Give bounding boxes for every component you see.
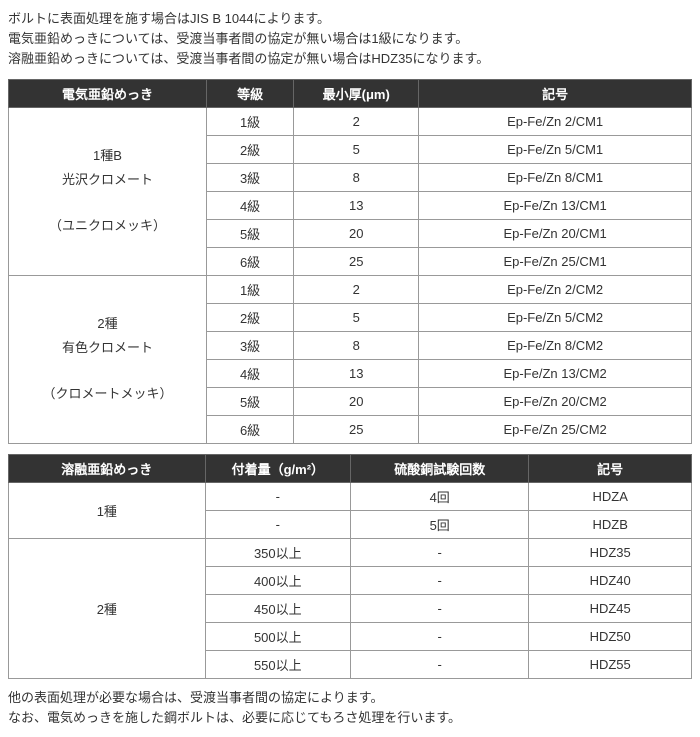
table-header-row: 溶融亜鉛めっき 付着量（g/m²） 硫酸銅試験回数 記号	[9, 454, 692, 482]
cell-adhesion: -	[205, 510, 350, 538]
cell-thickness: 25	[294, 247, 419, 275]
table-header-row: 電気亜鉛めっき 等級 最小厚(μm) 記号	[9, 79, 692, 107]
cell-grade: 2級	[206, 135, 293, 163]
cell-code: Ep-Fe/Zn 8/CM1	[419, 163, 692, 191]
group-label: 1種	[9, 482, 206, 538]
cell-test: 5回	[351, 510, 529, 538]
group-label: 2種 有色クロメート （クロメートメッキ）	[9, 275, 207, 443]
cell-thickness: 13	[294, 359, 419, 387]
group-label-line: 2種	[97, 316, 117, 331]
group-label-line: 有色クロメート	[62, 340, 153, 355]
cell-thickness: 2	[294, 275, 419, 303]
table-row: 2種 350以上 - HDZ35	[9, 538, 692, 566]
cell-grade: 5級	[206, 387, 293, 415]
cell-adhesion: 550以上	[205, 650, 350, 678]
intro-line-1: ボルトに表面処理を施す場合はJIS B 1044によります。	[8, 10, 692, 28]
cell-code: Ep-Fe/Zn 25/CM1	[419, 247, 692, 275]
cell-thickness: 25	[294, 415, 419, 443]
cell-thickness: 20	[294, 219, 419, 247]
cell-code: Ep-Fe/Zn 2/CM2	[419, 275, 692, 303]
cell-code: Ep-Fe/Zn 25/CM2	[419, 415, 692, 443]
cell-adhesion: -	[205, 482, 350, 510]
cell-test: -	[351, 622, 529, 650]
group-label-line: 1種B	[93, 148, 122, 163]
cell-code: HDZ50	[529, 622, 692, 650]
group-label-line: （クロメートメッキ）	[42, 386, 172, 401]
cell-code: Ep-Fe/Zn 20/CM1	[419, 219, 692, 247]
cell-adhesion: 400以上	[205, 566, 350, 594]
intro-line-3: 溶融亜鉛めっきについては、受渡当事者間の協定が無い場合はHDZ35になります。	[8, 50, 692, 68]
header-adhesion: 付着量（g/m²）	[205, 454, 350, 482]
cell-code: Ep-Fe/Zn 13/CM2	[419, 359, 692, 387]
cell-test: -	[351, 538, 529, 566]
cell-code: HDZ55	[529, 650, 692, 678]
cell-test: -	[351, 650, 529, 678]
cell-thickness: 5	[294, 303, 419, 331]
table-row: 1種B 光沢クロメート （ユニクロメッキ） 1級 2 Ep-Fe/Zn 2/CM…	[9, 107, 692, 135]
cell-grade: 1級	[206, 107, 293, 135]
cell-grade: 2級	[206, 303, 293, 331]
hot-dip-table: 溶融亜鉛めっき 付着量（g/m²） 硫酸銅試験回数 記号 1種 - 4回 HDZ…	[8, 454, 692, 679]
cell-adhesion: 450以上	[205, 594, 350, 622]
cell-code: HDZA	[529, 482, 692, 510]
table-row: 2種 有色クロメート （クロメートメッキ） 1級 2 Ep-Fe/Zn 2/CM…	[9, 275, 692, 303]
cell-thickness: 8	[294, 163, 419, 191]
cell-grade: 6級	[206, 415, 293, 443]
cell-code: HDZB	[529, 510, 692, 538]
header-type: 溶融亜鉛めっき	[9, 454, 206, 482]
cell-code: Ep-Fe/Zn 8/CM2	[419, 331, 692, 359]
group-label: 2種	[9, 538, 206, 678]
cell-thickness: 13	[294, 191, 419, 219]
cell-code: Ep-Fe/Zn 5/CM1	[419, 135, 692, 163]
cell-grade: 5級	[206, 219, 293, 247]
header-type: 電気亜鉛めっき	[9, 79, 207, 107]
cell-adhesion: 350以上	[205, 538, 350, 566]
cell-adhesion: 500以上	[205, 622, 350, 650]
header-code: 記号	[419, 79, 692, 107]
group-label: 1種B 光沢クロメート （ユニクロメッキ）	[9, 107, 207, 275]
header-test: 硫酸銅試験回数	[351, 454, 529, 482]
cell-code: Ep-Fe/Zn 13/CM1	[419, 191, 692, 219]
group-label-line: 光沢クロメート	[62, 172, 153, 187]
cell-test: -	[351, 566, 529, 594]
cell-code: HDZ45	[529, 594, 692, 622]
cell-code: Ep-Fe/Zn 5/CM2	[419, 303, 692, 331]
outro-line-1: 他の表面処理が必要な場合は、受渡当事者間の協定によります。	[8, 689, 692, 707]
cell-test: 4回	[351, 482, 529, 510]
cell-thickness: 2	[294, 107, 419, 135]
electroplating-table: 電気亜鉛めっき 等級 最小厚(μm) 記号 1種B 光沢クロメート （ユニクロメ…	[8, 79, 692, 444]
cell-grade: 3級	[206, 163, 293, 191]
cell-code: Ep-Fe/Zn 20/CM2	[419, 387, 692, 415]
cell-test: -	[351, 594, 529, 622]
header-code: 記号	[529, 454, 692, 482]
header-grade: 等級	[206, 79, 293, 107]
cell-grade: 4級	[206, 359, 293, 387]
cell-thickness: 8	[294, 331, 419, 359]
cell-code: Ep-Fe/Zn 2/CM1	[419, 107, 692, 135]
header-thickness: 最小厚(μm)	[294, 79, 419, 107]
outro-line-2: なお、電気めっきを施した鋼ボルトは、必要に応じてもろさ処理を行います。	[8, 709, 692, 727]
cell-grade: 3級	[206, 331, 293, 359]
cell-code: HDZ40	[529, 566, 692, 594]
table-row: 1種 - 4回 HDZA	[9, 482, 692, 510]
cell-thickness: 20	[294, 387, 419, 415]
cell-grade: 4級	[206, 191, 293, 219]
intro-line-2: 電気亜鉛めっきについては、受渡当事者間の協定が無い場合は1級になります。	[8, 30, 692, 48]
cell-grade: 1級	[206, 275, 293, 303]
cell-thickness: 5	[294, 135, 419, 163]
cell-grade: 6級	[206, 247, 293, 275]
group-label-line: （ユニクロメッキ）	[49, 218, 166, 233]
cell-code: HDZ35	[529, 538, 692, 566]
